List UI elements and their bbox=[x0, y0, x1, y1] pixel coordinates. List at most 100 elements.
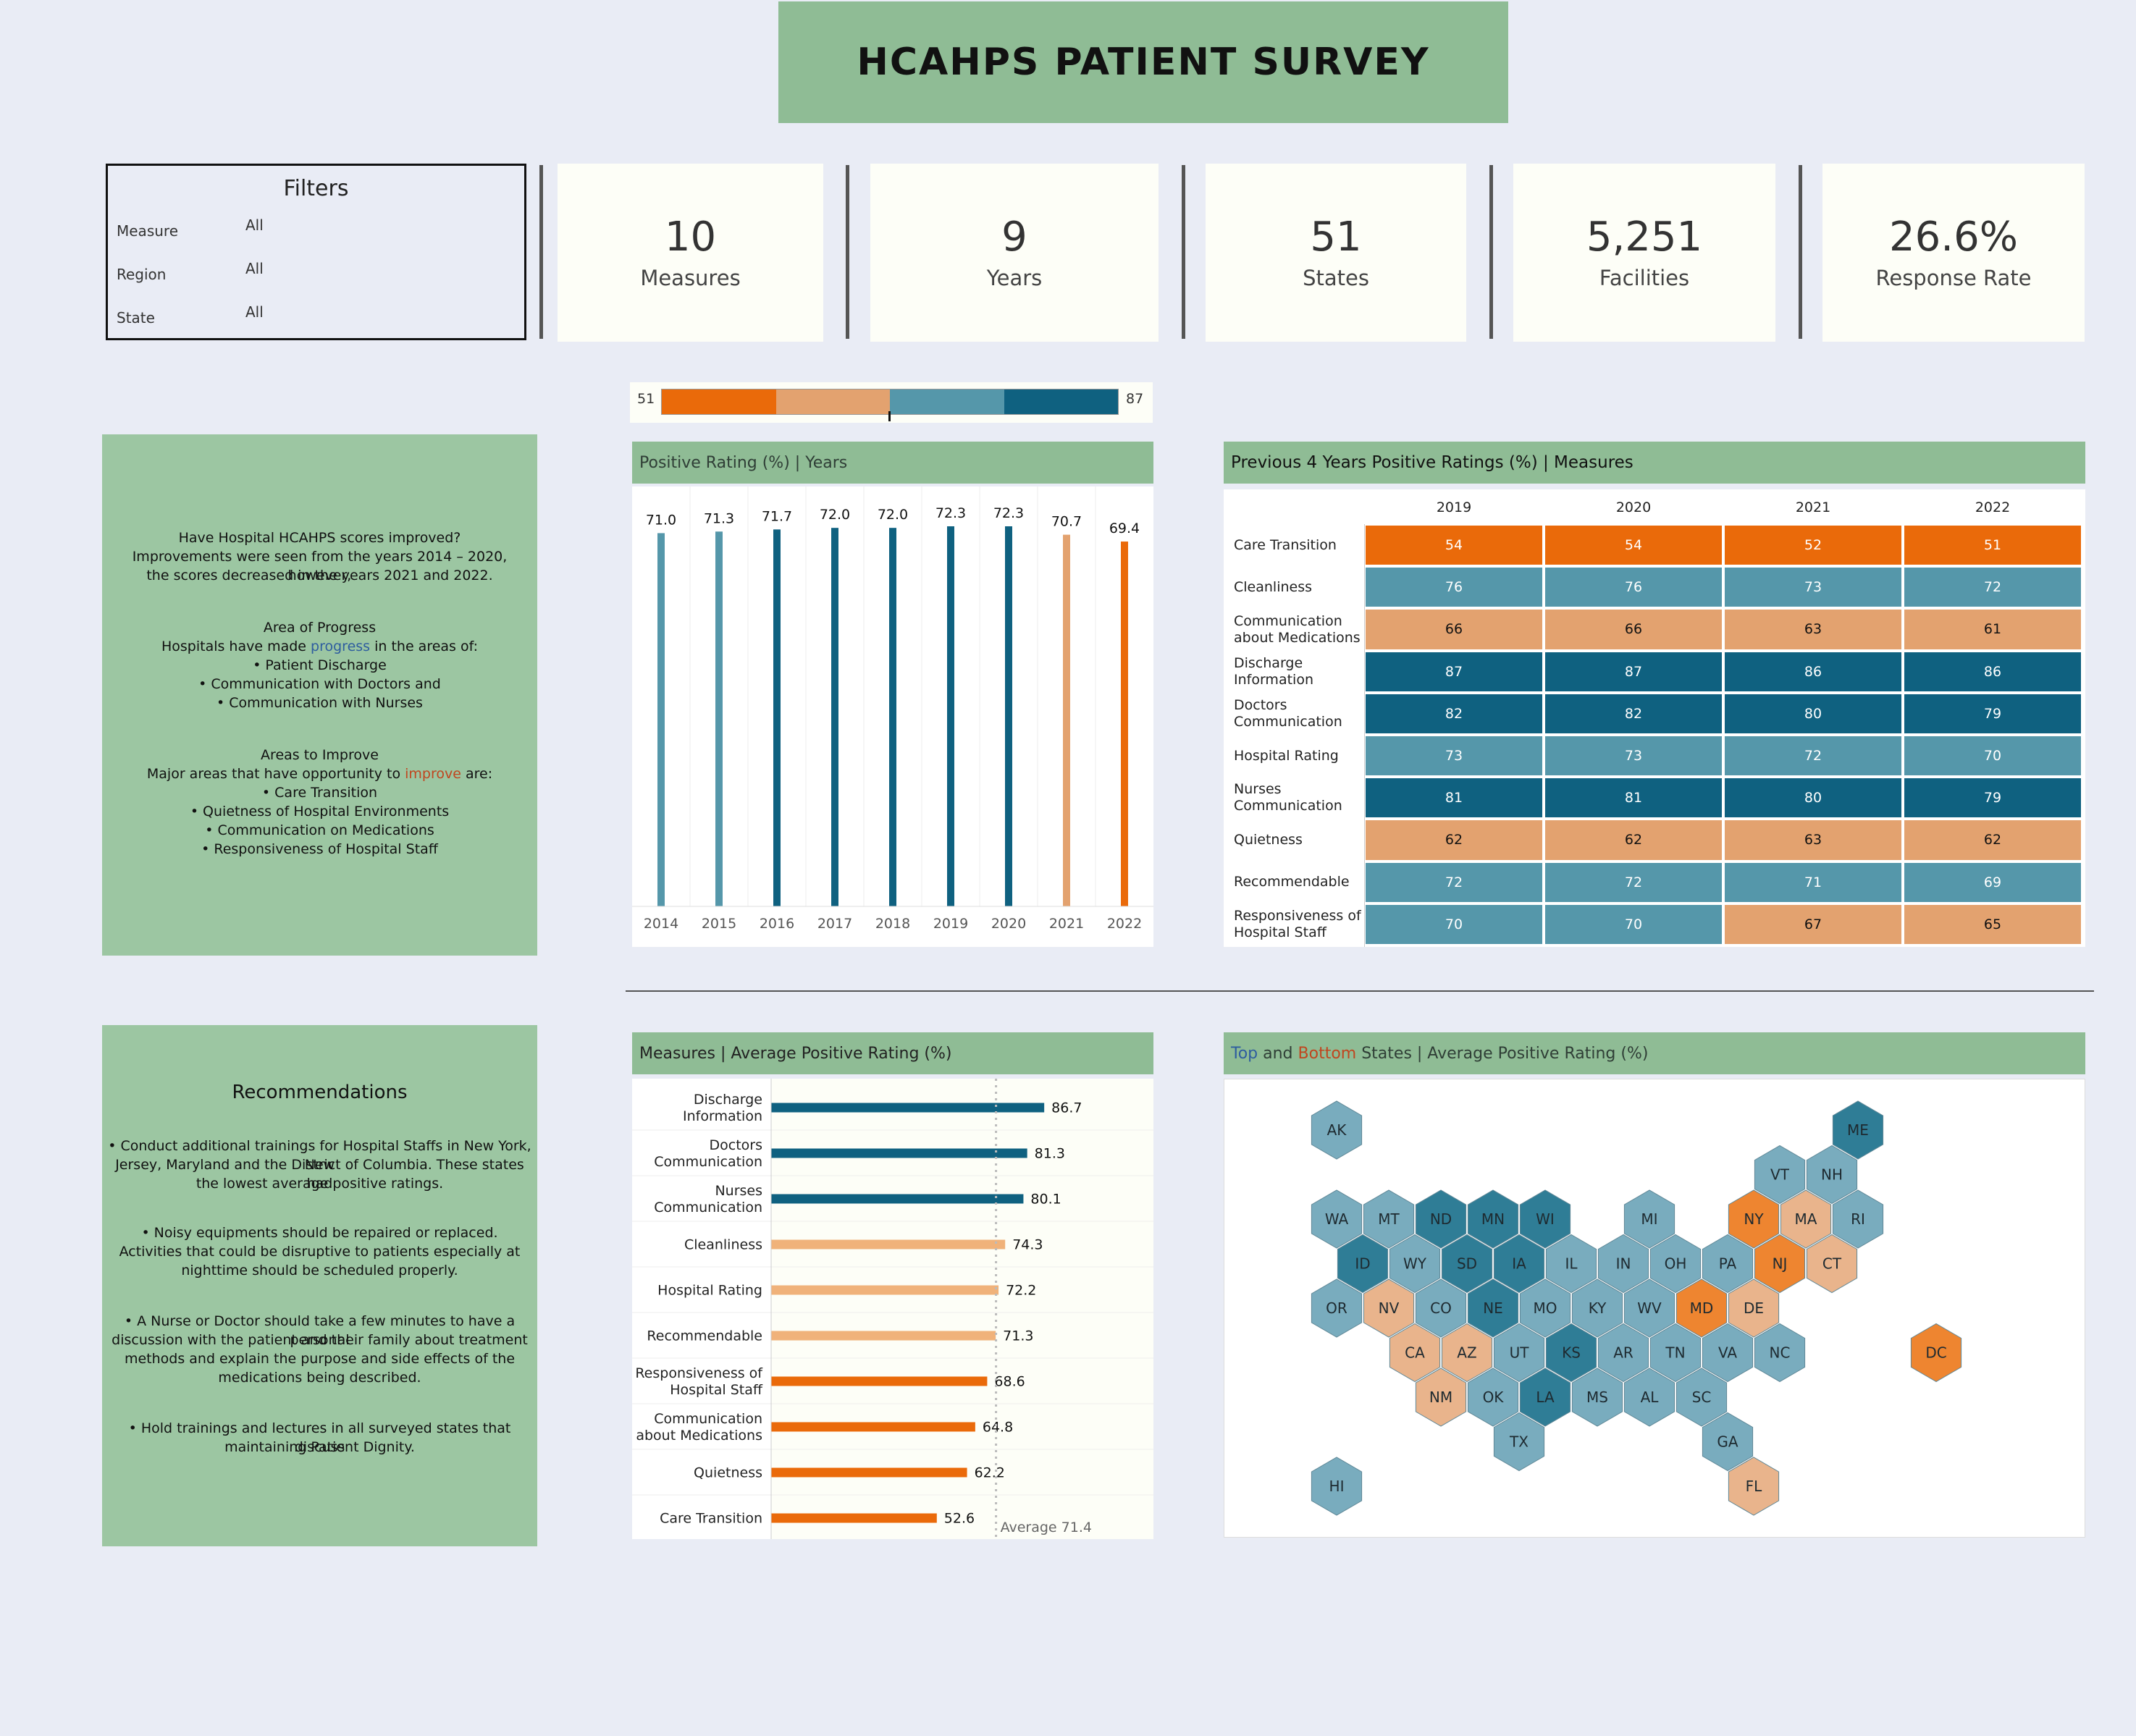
measure-category-label: Cleanliness bbox=[684, 1237, 762, 1253]
state-hex-label: MD bbox=[1690, 1299, 1714, 1317]
heatmap-row-label-line: Discharge bbox=[1234, 654, 1303, 671]
heatmap-cell: 63 bbox=[1725, 610, 1901, 649]
measure-category-label: Discharge bbox=[694, 1092, 762, 1108]
year-tick-label: 2014 bbox=[644, 916, 678, 932]
heatmap-row-label-line: Doctors bbox=[1234, 696, 1287, 713]
measure-bar-value-label: 86.7 bbox=[1051, 1100, 1082, 1116]
year-tick-label: 2016 bbox=[760, 916, 794, 932]
state-hex bbox=[1389, 1234, 1441, 1294]
state-hex bbox=[1702, 1234, 1754, 1294]
state-hex bbox=[1728, 1278, 1780, 1338]
recommendation-line: discussion with the patient and their fa… bbox=[112, 1332, 528, 1348]
heatmap-cell: 54 bbox=[1366, 526, 1542, 565]
measure-bar bbox=[771, 1103, 1045, 1113]
heatmap-row-label-line: Communication bbox=[1234, 612, 1342, 629]
map-title-text: and bbox=[1258, 1044, 1298, 1063]
progress-item: • Communication with Doctors and bbox=[198, 676, 441, 692]
heatmap-cell: 82 bbox=[1545, 694, 1722, 733]
heatmap-cell: 70 bbox=[1366, 904, 1542, 944]
heatmap-cell: 76 bbox=[1545, 568, 1722, 607]
heatmap-cell: 81 bbox=[1545, 778, 1722, 818]
map-header: Top and Bottom States | Average Positive… bbox=[1224, 1032, 2085, 1074]
filter-region-label: Region bbox=[117, 266, 167, 283]
years-bar-chart: 71.0 2014 71.3 2015 71.7 2016 72.0 2017 72.0 2018… bbox=[632, 486, 1153, 932]
state-hex-label: WI bbox=[1536, 1210, 1555, 1228]
heatmap-cell: 65 bbox=[1904, 904, 2081, 944]
state-hex-label: ID bbox=[1355, 1255, 1370, 1273]
state-hex-label: IA bbox=[1512, 1255, 1526, 1273]
measures-chart-panel: 86.7 Discharge Information 81.3 Doctors Commu… bbox=[632, 1079, 1153, 1539]
measure-bar bbox=[771, 1194, 1024, 1204]
state-hex-label: AZ bbox=[1457, 1344, 1476, 1362]
state-hex-label: OR bbox=[1326, 1299, 1347, 1317]
dashboard-title-banner: HCAHPS PATIENT SURVEY bbox=[778, 1, 1508, 123]
state-hex-label: NE bbox=[1483, 1299, 1503, 1317]
state-hex bbox=[1702, 1412, 1754, 1472]
heatmap-row-label-line: Communication bbox=[1234, 713, 1342, 730]
state-hex bbox=[1519, 1278, 1571, 1338]
kpi-response-rate-label: Response Rate bbox=[1875, 265, 2032, 290]
years-chart-title: Positive Rating (%) | Years bbox=[639, 453, 848, 472]
state-hex-label: CT bbox=[1822, 1255, 1842, 1273]
measure-bar bbox=[771, 1148, 1027, 1158]
progress-intro: Hospitals have made progress in the area… bbox=[102, 637, 537, 656]
heatmap-row-label-line: Information bbox=[1234, 671, 1313, 688]
heatmap-row-label-line: Hospital Rating bbox=[1234, 747, 1339, 764]
state-hex bbox=[1519, 1368, 1571, 1427]
kpi-facilities-label: Facilities bbox=[1599, 265, 1690, 290]
heatmap-row-label-line: Hospital Staff bbox=[1234, 924, 1326, 940]
measure-bar bbox=[771, 1513, 937, 1523]
state-hex-label: ND bbox=[1430, 1210, 1452, 1228]
measure-category-label: Care Transition bbox=[660, 1511, 762, 1527]
state-hex-label: UT bbox=[1510, 1344, 1530, 1362]
heatmap-row-label: Recommendable bbox=[1234, 874, 1364, 890]
state-hex-label: FL bbox=[1746, 1478, 1763, 1495]
state-hex-label: LA bbox=[1536, 1389, 1555, 1406]
state-hex-label: MS bbox=[1586, 1389, 1608, 1406]
measure-category-label: Communication bbox=[654, 1154, 762, 1170]
year-bar bbox=[773, 529, 781, 906]
state-hex bbox=[1728, 1457, 1780, 1516]
state-hex bbox=[1415, 1189, 1467, 1249]
measure-bar-value-label: 62.2 bbox=[975, 1465, 1005, 1481]
measure-bar-value-label: 68.6 bbox=[994, 1374, 1025, 1390]
state-hex bbox=[1754, 1323, 1806, 1383]
heatmap-row-label: Quietness bbox=[1234, 832, 1364, 848]
kpi-response-rate-value: 26.6% bbox=[1889, 214, 2018, 261]
measures-chart-header: Measures | Average Positive Rating (%) bbox=[632, 1032, 1153, 1074]
measure-category-label: Recommendable bbox=[647, 1328, 762, 1344]
state-hex bbox=[1754, 1234, 1806, 1294]
dashboard-title: HCAHPS PATIENT SURVEY bbox=[857, 41, 1430, 84]
state-hex bbox=[1493, 1323, 1545, 1383]
year-bar-value-label: 72.3 bbox=[935, 505, 966, 521]
year-tick-label: 2022 bbox=[1107, 916, 1142, 932]
recommendation-line: Activities that could be disruptive to p… bbox=[119, 1244, 521, 1260]
state-hex bbox=[1441, 1323, 1493, 1383]
improve-intro: Major areas that have opportunity to imp… bbox=[102, 764, 537, 783]
state-hex-label: MI bbox=[1641, 1210, 1657, 1228]
year-bar bbox=[657, 533, 665, 906]
heatmap-cell: 66 bbox=[1545, 610, 1722, 649]
measure-bar bbox=[771, 1239, 1006, 1250]
kpi-separator bbox=[1799, 165, 1802, 339]
state-hex-label: KS bbox=[1562, 1344, 1581, 1362]
filter-measure-value[interactable]: All bbox=[245, 216, 264, 234]
progress-item: • Communication with Nurses bbox=[216, 695, 423, 711]
state-hex-label: NH bbox=[1821, 1166, 1843, 1184]
kpi-states-label: States bbox=[1303, 265, 1369, 290]
measure-category-label: Communication bbox=[654, 1200, 762, 1215]
improve-item: • Care Transition bbox=[261, 785, 378, 801]
recommendation-line: • Hold trainings and lectures in all sur… bbox=[128, 1420, 511, 1455]
hex-tile-map: AK ME VT NH WA MT ND MN WI MI NY MA RI ID WY SD IA IL IN OH… bbox=[1311, 1100, 1962, 1516]
state-hex bbox=[1806, 1234, 1858, 1294]
state-hex-label: TX bbox=[1509, 1433, 1529, 1451]
filter-region-value[interactable]: All bbox=[245, 260, 264, 277]
filter-state-value[interactable]: All bbox=[245, 303, 264, 321]
state-hex-label: OK bbox=[1483, 1389, 1505, 1406]
state-hex bbox=[1702, 1323, 1754, 1383]
heatmap-row-label-line: Care Transition bbox=[1234, 536, 1337, 553]
heatmap-row-label: Hospital Rating bbox=[1234, 748, 1364, 764]
state-hex bbox=[1311, 1189, 1363, 1249]
heatmap-cell: 73 bbox=[1366, 736, 1542, 776]
kpi-response-rate-card: 26.6% Response Rate bbox=[1822, 164, 2085, 342]
